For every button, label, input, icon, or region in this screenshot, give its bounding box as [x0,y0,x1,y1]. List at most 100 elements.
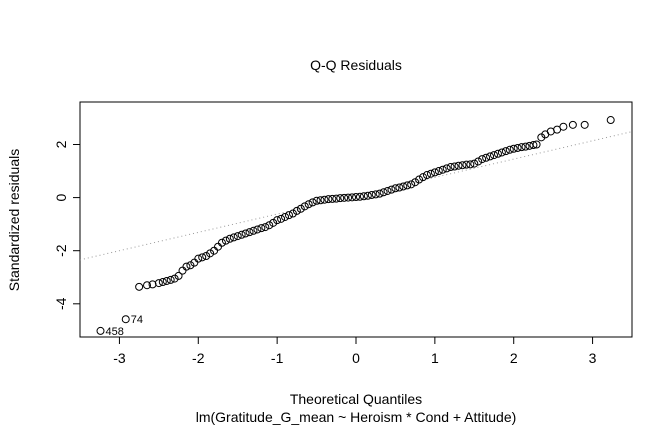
data-point [344,193,353,202]
data-point [304,200,313,209]
data-point [288,209,297,218]
y-tick-label: 2 [53,140,69,148]
data-point [359,192,368,201]
data-point [371,190,380,199]
data-point [434,167,443,176]
data-point [395,183,404,192]
data-point [143,281,152,290]
data-point [438,165,447,174]
data-point [296,204,305,213]
data-point [186,261,195,270]
data-point [446,163,455,172]
data-point [367,190,376,199]
y-tick-label: 0 [53,193,69,201]
data-point [221,236,230,245]
data-point [178,266,187,275]
data-point [513,143,522,152]
data-point [348,193,357,202]
data-point [237,230,246,239]
x-axis-label: Theoretical Quantiles [290,391,422,407]
data-point [166,275,175,284]
data-point [281,212,290,221]
data-point [261,223,270,232]
reference-line [80,131,632,261]
data-point [470,159,479,168]
data-point [245,228,254,237]
data-point [521,142,530,151]
data-point [135,282,144,291]
labeled-point [96,326,105,335]
data-point [482,153,491,162]
data-point [454,161,463,170]
data-point [559,122,568,131]
data-point [450,162,459,171]
data-point [352,193,360,202]
data-point [517,143,526,152]
x-tick-label: 3 [589,350,597,366]
data-point [442,164,451,173]
data-point [225,234,234,243]
data-point [202,252,211,261]
data-point [320,195,329,204]
data-point [312,196,321,205]
data-point [415,175,424,184]
y-tick-label: -2 [53,244,69,257]
data-point [284,211,293,220]
data-point [328,194,337,203]
labeled-point [121,315,130,324]
data-point [387,185,396,194]
data-point [217,238,226,247]
x-tick-label: 0 [352,350,360,366]
data-point [458,161,467,170]
data-point [490,151,498,160]
data-point [154,279,163,288]
data-point [474,157,483,166]
point-label: 458 [106,326,124,338]
data-point [407,180,416,189]
data-point [198,253,207,262]
data-point [249,226,258,235]
data-point [422,171,431,180]
data-point [509,144,518,153]
data-point [233,232,242,241]
data-point [497,148,506,157]
data-point [214,242,222,251]
point-label: 74 [131,314,143,326]
data-point [606,116,615,125]
chart-title: Q-Q Residuals [310,57,402,73]
data-point [355,192,364,201]
data-point [273,216,282,225]
x-tick-label: -2 [192,350,205,366]
data-point [241,229,250,238]
plot-frame [79,101,633,338]
data-point [194,254,203,263]
data-point [430,168,439,177]
data-point [253,225,262,234]
data-point [411,178,420,187]
y-tick-label: -4 [53,297,69,310]
data-point [257,224,266,233]
chart-subtitle: lm(Gratitude_G_mean ~ Heroism * Cond + A… [196,409,517,425]
data-point [162,276,171,285]
data-point [316,196,325,205]
data-point [363,191,372,200]
data-point [308,198,317,207]
data-point [419,173,428,182]
data-point [324,195,333,204]
data-point [505,145,514,154]
data-point [170,274,179,283]
data-point [426,169,435,178]
data-point [403,181,412,190]
x-tick-label: 2 [510,350,518,366]
data-point [174,271,183,280]
data-point [158,278,167,287]
x-tick-label: -1 [271,350,284,366]
data-point [277,214,286,223]
y-axis-label: Standardized residuals [6,149,22,291]
data-point [292,206,301,215]
data-point [493,149,502,158]
data-point [340,193,349,202]
x-tick-label: -3 [113,350,126,366]
data-point [399,182,408,191]
